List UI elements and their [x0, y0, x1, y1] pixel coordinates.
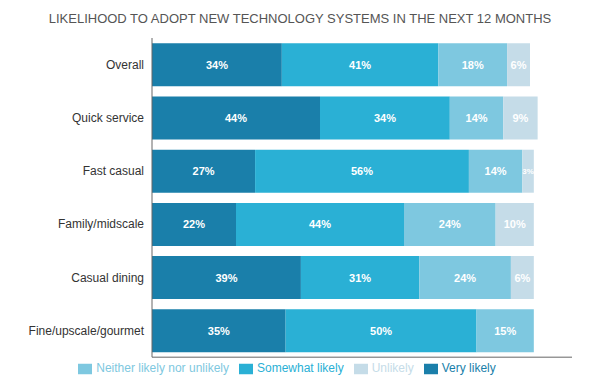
svg-text:24%: 24% [439, 218, 461, 230]
svg-text:39%: 39% [215, 272, 237, 284]
html-text:Unlikely: Unlikely [371, 361, 414, 376]
svg-text:Quick service: Quick service [72, 111, 144, 125]
svg-text:6%: 6% [511, 59, 527, 71]
html-text:Somewhat likely: Somewhat likely [257, 361, 344, 376]
svg-text:35%: 35% [208, 325, 230, 337]
html-text:LIKELIHOOD TO ADOPT NEW TECHNO: LIKELIHOOD TO ADOPT NEW TECHNOLOGY SYSTE… [48, 11, 552, 26]
svg-text:3%: 3% [522, 167, 534, 176]
svg-text:Fast casual: Fast casual [83, 164, 144, 178]
svg-text:27%: 27% [193, 165, 215, 177]
svg-text:50%: 50% [370, 325, 392, 337]
svg-text:44%: 44% [225, 112, 247, 124]
svg-text:22%: 22% [183, 218, 205, 230]
html-text:Very likely: Very likely [441, 361, 496, 376]
svg-text:34%: 34% [374, 112, 396, 124]
svg-text:Family/midscale: Family/midscale [58, 217, 144, 231]
svg-text:44%: 44% [309, 218, 331, 230]
svg-text:15%: 15% [494, 325, 516, 337]
svg-text:10%: 10% [504, 218, 526, 230]
svg-text:14%: 14% [466, 112, 488, 124]
svg-text:34%: 34% [206, 59, 228, 71]
svg-text:Casual dining: Casual dining [71, 271, 144, 285]
svg-text:24%: 24% [454, 272, 476, 284]
svg-text:41%: 41% [349, 59, 371, 71]
html-text:Neither likely nor unlikely: Neither likely nor unlikely [96, 361, 229, 376]
svg-text:Fine/upscale/gourmet: Fine/upscale/gourmet [29, 324, 145, 338]
svg-text:Overall: Overall [106, 58, 144, 72]
svg-text:9%: 9% [513, 112, 529, 124]
svg-text:18%: 18% [462, 59, 484, 71]
svg-text:31%: 31% [349, 272, 371, 284]
svg-text:56%: 56% [351, 165, 373, 177]
svg-text:14%: 14% [485, 165, 507, 177]
svg-text:6%: 6% [514, 272, 530, 284]
